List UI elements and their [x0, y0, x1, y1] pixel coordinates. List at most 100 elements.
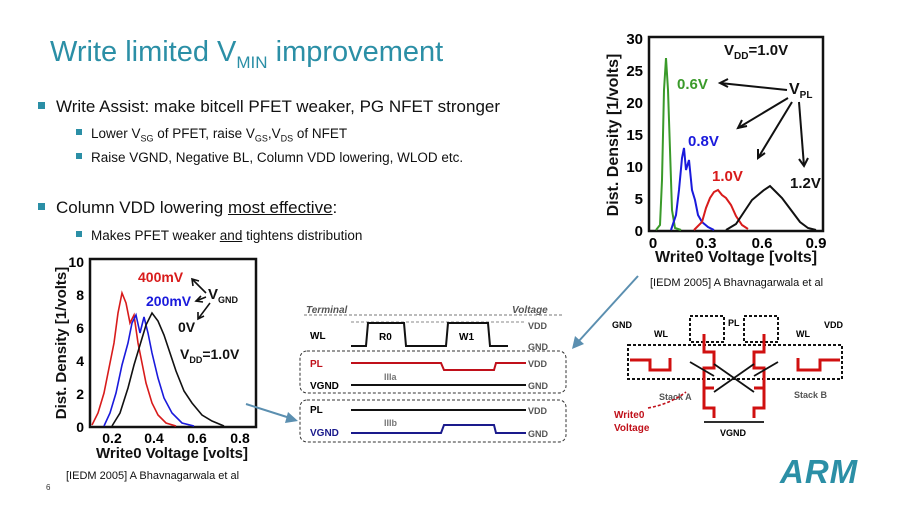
- y-ticks: 0 2 4 6 8 10: [68, 254, 84, 435]
- y-tick: 10: [626, 159, 643, 176]
- sub-bullet-raise-vgnd: Raise VGND, Negative BL, Column VDD lowe…: [76, 150, 463, 165]
- x-tick: 0.2: [102, 430, 122, 446]
- write0-arrow: [647, 391, 687, 409]
- bullet-square-icon: [76, 129, 82, 136]
- w1-label: W1: [459, 332, 474, 343]
- gnd-label: GND: [528, 342, 549, 352]
- y-tick: 4: [76, 353, 84, 369]
- chart-vgnd-distribution: Dist. Density [1/volts] Write0 Voltage […: [53, 254, 258, 462]
- y-tick: 20: [626, 95, 643, 112]
- gnd-label: GND: [528, 429, 549, 439]
- citation-top: [IEDM 2005] A Bhavnagarwala et al: [650, 277, 824, 289]
- pl2-label: PL: [310, 405, 323, 416]
- y-tick: 6: [76, 320, 84, 336]
- wl-left-label: WL: [654, 329, 668, 339]
- vgnd-arrows: [191, 277, 211, 321]
- x-axis-label: Write0 Voltage [volts]: [96, 445, 248, 462]
- red-transistors: [630, 334, 840, 418]
- chart-frame: [88, 257, 258, 429]
- vdd-label: VDD: [528, 359, 548, 369]
- vgnd2-label: VGND: [310, 428, 339, 439]
- wl-label: WL: [310, 331, 326, 342]
- bullet-write-assist: Write Assist: make bitcell PFET weaker, …: [38, 97, 500, 117]
- x-tick: 0.4: [144, 430, 164, 446]
- series-0v: [111, 311, 225, 427]
- y-axis-label: Dist. Density [1/volts]: [53, 267, 70, 420]
- group-iiib-box: [299, 399, 567, 443]
- stack-a-label: Stack A: [659, 392, 692, 402]
- label-200mv: 200mV: [146, 293, 192, 309]
- citation-bottom: [IEDM 2005] A Bhavnagarwala et al: [66, 470, 240, 482]
- pl-box-left: [689, 315, 725, 343]
- bullet-square-icon: [76, 153, 82, 160]
- page-number: 6: [46, 483, 51, 492]
- group-iiia-box: [299, 350, 567, 394]
- pl-label: PL: [728, 318, 740, 328]
- chart-frame: [647, 35, 825, 233]
- y-tick: 30: [626, 31, 643, 48]
- pl-label: PL: [310, 359, 323, 370]
- bullet-square-icon: [38, 203, 45, 211]
- iiia-label: IIIa: [384, 372, 398, 382]
- x-tick: 0.6: [187, 430, 207, 446]
- label-0-8v: 0.8V: [688, 133, 719, 150]
- label-1-2v: 1.2V: [790, 175, 821, 192]
- x-ticks: 0.2 0.4 0.6 0.8: [102, 430, 250, 446]
- label-0v: 0V: [178, 319, 196, 335]
- y-ticks: 0 5 10 15 20 25 30: [626, 31, 643, 240]
- sub-bullet-pfet-weaker: Makes PFET weaker and tightens distribut…: [76, 228, 362, 243]
- sub-bullet-lower-vsg: Lower VSG of PFET, raise VGS,VDS of NFET: [76, 126, 347, 144]
- vdd-annotation: VDD=1.0V: [724, 42, 788, 62]
- series-1-0v: [693, 188, 749, 231]
- series-0-6v: [655, 57, 682, 231]
- x-tick: 0.3: [696, 235, 717, 252]
- bullet-square-icon: [76, 231, 82, 238]
- y-tick: 0: [76, 419, 84, 435]
- vpl-annotation: VPL: [789, 81, 812, 101]
- timing-diagram: Terminal Voltage WL R0 W1 VDD GND PL VDD…: [299, 305, 567, 443]
- bullet-square-icon: [38, 102, 45, 110]
- arm-logo: ARM: [780, 453, 859, 490]
- terminal-header: Terminal: [306, 305, 348, 316]
- r0-label: R0: [379, 332, 392, 343]
- vpl-arrows: [717, 78, 809, 168]
- y-tick: 10: [68, 254, 84, 270]
- series-1-2v: [725, 184, 817, 231]
- arrowhead: [572, 336, 584, 349]
- y-tick: 8: [76, 287, 84, 303]
- gnd-label: GND: [612, 320, 633, 330]
- bullet-column-vdd: Column VDD lowering most effective:: [38, 198, 337, 218]
- vdd-annotation: VDD=1.0V: [180, 346, 240, 365]
- x-tick: 0: [649, 235, 657, 252]
- vgnd-label: VGND: [720, 428, 747, 438]
- gnd-label: GND: [528, 381, 549, 391]
- vgnd-annotation: VGND: [208, 286, 239, 305]
- vgnd-label: VGND: [310, 381, 339, 392]
- label-0-6v: 0.6V: [677, 76, 708, 93]
- wl-right-label: WL: [796, 329, 810, 339]
- pl-box-right: [743, 315, 779, 343]
- cross-coupled-wires: [689, 361, 779, 423]
- wl-box: [627, 344, 843, 380]
- x-ticks: 0 0.3 0.6 0.9: [649, 235, 827, 252]
- y-axis-label: Dist. Density [1/volts]: [605, 54, 622, 217]
- y-tick: 25: [626, 63, 643, 80]
- y-tick: 2: [76, 386, 84, 402]
- y-tick: 0: [635, 223, 643, 240]
- series-200mv: [103, 312, 195, 427]
- sram-cell-schematic: GND VDD WL WL PL Stack A Stack B Write0 …: [612, 315, 844, 438]
- wl-waveform: [351, 322, 508, 347]
- x-tick: 0.8: [230, 430, 250, 446]
- vdd-label: VDD: [824, 320, 844, 330]
- x-axis-label: Write0 Voltage [volts]: [655, 249, 817, 266]
- x-tick: 0.6: [752, 235, 773, 252]
- page-title: Write limited VMIN improvement: [50, 36, 444, 72]
- y-tick: 15: [626, 127, 643, 144]
- voltage-label: Voltage: [614, 423, 650, 434]
- label-400mv: 400mV: [138, 269, 184, 285]
- y-tick: 5: [635, 191, 643, 208]
- stack-b-label: Stack B: [794, 390, 828, 400]
- vgnd2-waveform: [351, 424, 526, 434]
- chart-vpl-distribution: Dist. Density [1/volts] Write0 Voltage […: [605, 31, 827, 266]
- write0-label: Write0: [614, 410, 645, 421]
